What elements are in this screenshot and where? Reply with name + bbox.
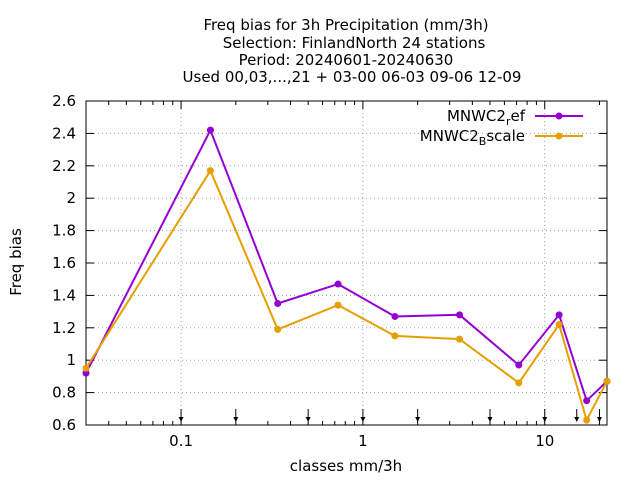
class-limit-arrow-head — [233, 417, 239, 422]
data-point — [515, 361, 523, 369]
x-axis-label: classes mm/3h — [290, 457, 402, 475]
x-tick-label: 0.1 — [169, 432, 193, 450]
title-line-3: Period: 20240601-20240630 — [239, 51, 454, 69]
title-line-2: Selection: FinlandNorth 24 stations — [223, 34, 486, 52]
data-point — [274, 300, 282, 307]
x-tick-label: 1 — [358, 432, 368, 450]
class-limit-arrow-head — [487, 417, 493, 422]
class-limit-arrow-head — [305, 417, 311, 422]
data-point — [274, 325, 282, 333]
data-point — [391, 332, 399, 340]
data-point — [391, 312, 399, 320]
legend-marker — [555, 132, 563, 140]
class-limit-arrow-head — [574, 417, 580, 422]
series-line — [85, 127, 608, 403]
data-point — [334, 280, 342, 288]
y-tick-label: 2.6 — [52, 92, 76, 110]
y-tick-label: 1.2 — [52, 319, 76, 337]
chart-title: Freq bias for 3h Precipitation (mm/3h) S… — [183, 16, 522, 86]
class-limit-arrow-head — [542, 417, 548, 422]
gridlines — [86, 100, 607, 426]
plot-frame — [85, 100, 608, 426]
data-point — [555, 311, 563, 319]
legend-marker — [555, 112, 563, 120]
y-axis-label: Freq bias — [7, 228, 25, 296]
data-point — [82, 369, 90, 377]
data-point — [583, 416, 591, 424]
title-line-4: Used 00,03,...,21 + 03-00 06-03 09-06 12… — [183, 68, 522, 86]
axes: 0.6 0.8 1 1.2 1.4 1.6 1.8 2 2.2 2.4 2.6 0.1 1 10 — [52, 92, 608, 450]
data-point — [603, 377, 611, 385]
y-tick-label: 0.6 — [52, 416, 76, 434]
y-tick-label: 1 — [66, 351, 76, 369]
data-point — [456, 335, 464, 343]
series-lines — [82, 126, 611, 424]
data-point — [82, 364, 90, 372]
class-limit-arrow-head — [596, 417, 602, 422]
data-point — [206, 126, 214, 134]
legend-label: MNWC2ref — [447, 107, 526, 128]
y-tick-label: 1.6 — [52, 254, 76, 272]
data-point — [206, 167, 214, 175]
class-limit-arrow-head — [360, 417, 366, 422]
data-point — [334, 301, 342, 309]
y-tick-label: 1.4 — [52, 286, 76, 304]
data-point — [456, 311, 464, 319]
y-tick-label: 1.8 — [52, 222, 76, 240]
class-limit-marks — [178, 409, 602, 422]
y-tick-label: 0.8 — [52, 384, 76, 402]
y-tick-label: 2.4 — [52, 124, 76, 142]
data-point — [555, 321, 563, 329]
y-tick-label: 2 — [66, 189, 76, 207]
data-point — [583, 397, 591, 405]
x-tick-label: 10 — [535, 432, 554, 450]
title-line-1: Freq bias for 3h Precipitation (mm/3h) — [203, 16, 488, 34]
class-limit-arrow-head — [178, 417, 184, 422]
data-point — [515, 379, 523, 387]
y-tick-label: 2.2 — [52, 157, 76, 175]
class-limit-arrow-head — [415, 417, 421, 422]
series-line — [85, 168, 608, 423]
legend-label: MNWC2Bscale — [420, 127, 525, 148]
